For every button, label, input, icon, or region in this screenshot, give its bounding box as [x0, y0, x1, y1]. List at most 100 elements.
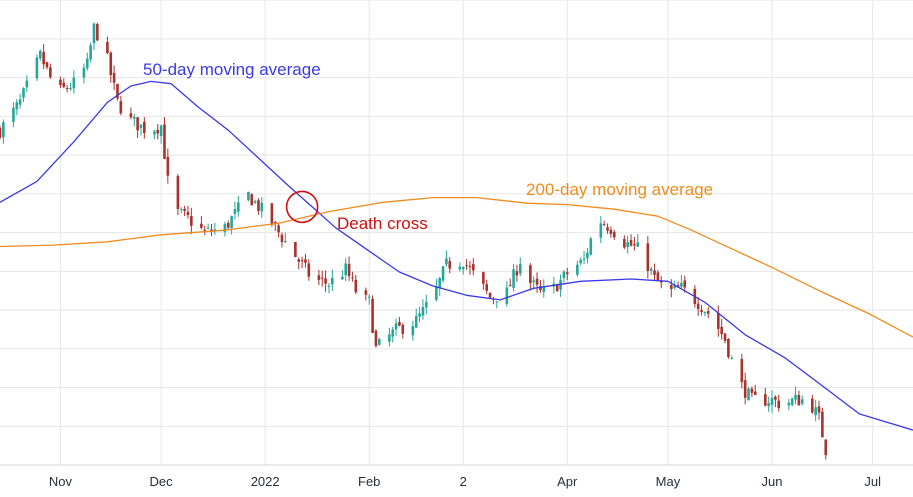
candle: [777, 394, 781, 412]
candle: [565, 267, 569, 281]
candle-body: [12, 107, 15, 122]
candle: [471, 258, 475, 276]
candle: [65, 84, 69, 93]
candle: [18, 93, 22, 109]
candle: [364, 287, 368, 301]
candle: [388, 327, 391, 347]
candle-body: [589, 238, 593, 255]
candle: [696, 297, 700, 317]
candle: [703, 311, 707, 317]
candle: [582, 250, 586, 265]
x-tick-label: 2: [460, 474, 467, 489]
candle-body: [515, 271, 519, 276]
candle: [811, 394, 814, 414]
x-axis-tick-labels: Nov Dec 2022 Feb 2 Apr May Jun Jul: [49, 474, 881, 489]
candle-body: [92, 23, 96, 44]
candle: [606, 223, 609, 234]
candle-body: [367, 296, 371, 298]
candle-body: [740, 358, 744, 383]
candle: [824, 439, 828, 460]
candle-body: [324, 278, 327, 284]
candle: [106, 36, 109, 55]
candle-body: [223, 224, 227, 232]
candle: [92, 22, 96, 50]
candle-body: [535, 278, 539, 285]
candle: [260, 197, 264, 218]
candle-body: [85, 58, 89, 69]
candle: [495, 301, 499, 309]
candle-body: [2, 122, 5, 138]
candle: [727, 338, 730, 359]
candle: [280, 232, 284, 248]
candle-body: [586, 252, 589, 259]
candle-body: [364, 290, 368, 295]
candle: [542, 279, 546, 298]
candle-body: [72, 77, 76, 89]
candle-body: [183, 208, 186, 211]
candle-body: [529, 265, 532, 284]
candle-body: [38, 50, 42, 59]
ma50-line: [0, 80, 913, 431]
candle: [394, 318, 398, 336]
candle: [787, 399, 791, 410]
candle-body: [371, 298, 374, 333]
candle: [203, 225, 207, 236]
candle-body: [250, 194, 254, 206]
candle: [324, 270, 327, 292]
candle: [297, 257, 301, 270]
candle: [166, 148, 170, 184]
candle: [179, 207, 183, 213]
candle-body: [401, 324, 405, 334]
candle-body: [132, 117, 136, 119]
candle-body: [377, 338, 381, 345]
candle: [15, 99, 19, 116]
candle-body: [106, 41, 109, 54]
candle: [414, 308, 418, 329]
candle: [508, 278, 512, 287]
candle-body: [22, 88, 25, 98]
candle-body: [62, 82, 66, 87]
candle-body: [341, 276, 344, 280]
candle-body: [233, 209, 237, 214]
candle: [0, 125, 2, 140]
candle: [418, 306, 421, 323]
candle: [2, 119, 5, 144]
candle: [515, 264, 519, 282]
candle-body: [700, 310, 703, 312]
candle: [253, 199, 257, 204]
candle-body: [163, 124, 166, 159]
candle: [821, 407, 824, 438]
candle-body: [89, 45, 92, 60]
candle: [609, 226, 613, 238]
candle-body: [18, 99, 22, 105]
candle-body: [753, 391, 757, 395]
candle: [183, 205, 186, 217]
candle-body: [623, 238, 626, 248]
candle-body: [485, 284, 489, 291]
candle-body: [482, 272, 485, 284]
candle: [132, 113, 136, 127]
candle: [626, 235, 629, 254]
candle: [700, 304, 703, 316]
candle-body: [247, 191, 250, 201]
candle-body: [388, 334, 391, 342]
candle: [109, 51, 113, 83]
candle: [461, 266, 465, 275]
candle-body: [579, 259, 582, 264]
candle-body: [606, 227, 609, 231]
candle-body: [468, 266, 472, 268]
candle: [646, 236, 650, 279]
candle-body: [445, 258, 448, 265]
candle: [586, 247, 589, 264]
candle: [317, 269, 321, 286]
candle: [797, 390, 801, 406]
candle: [307, 259, 311, 281]
candle: [770, 390, 774, 414]
candle: [206, 223, 210, 230]
candle-body: [42, 51, 45, 65]
candle: [156, 123, 160, 140]
x-tick-label: Nov: [49, 474, 73, 489]
candle: [411, 320, 415, 341]
candle: [656, 269, 660, 282]
